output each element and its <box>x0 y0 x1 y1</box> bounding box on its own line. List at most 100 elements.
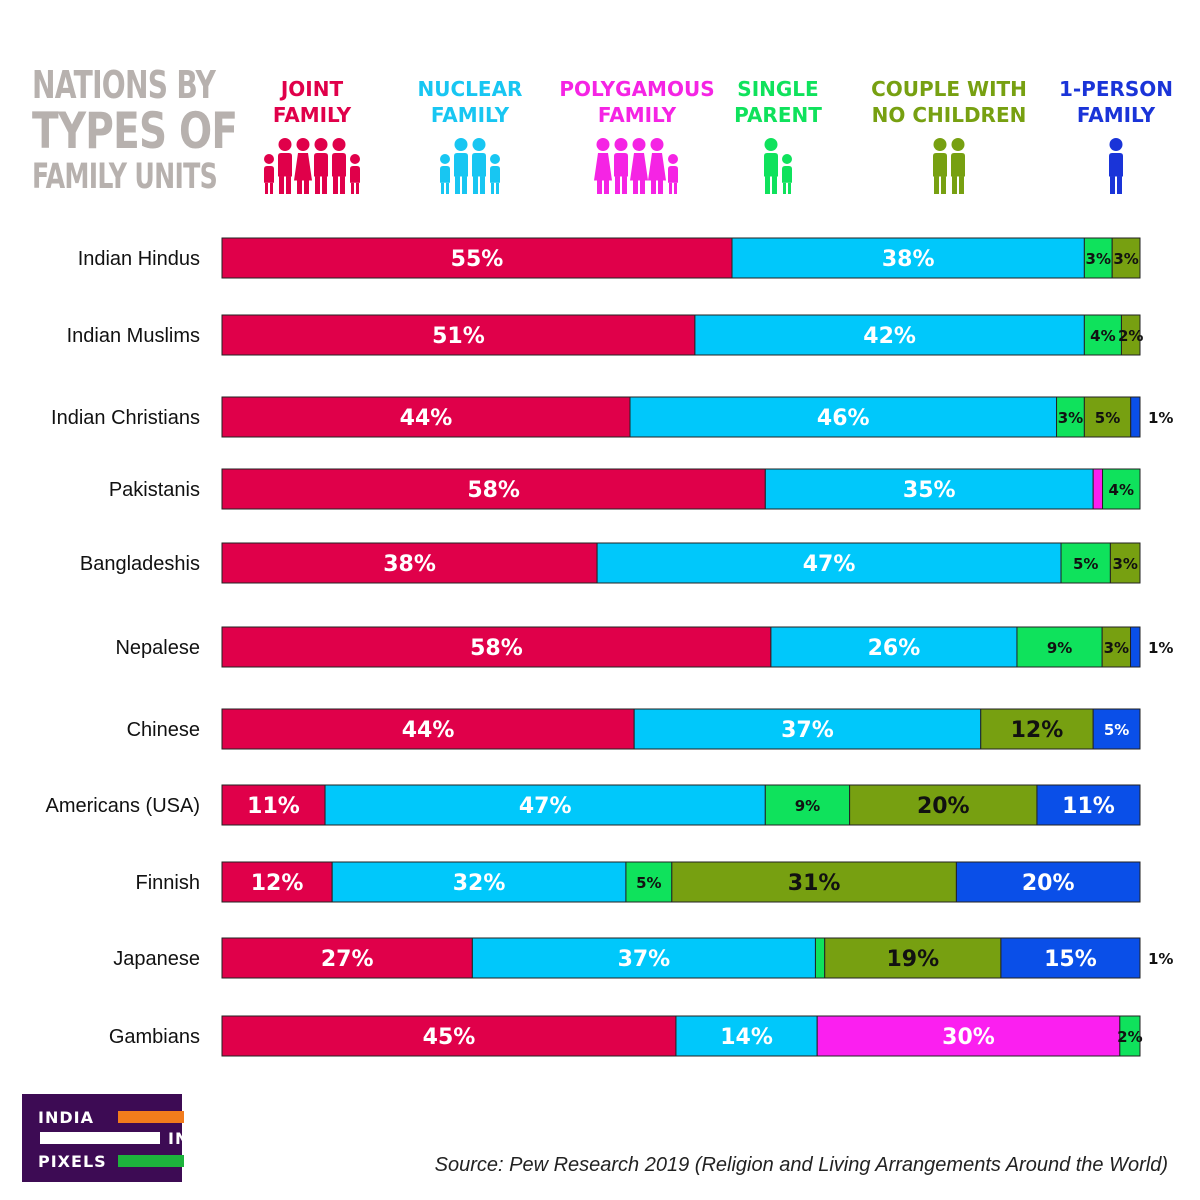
bar-row: Indian Muslims 51% 42% 4% 2% <box>67 314 1143 356</box>
legend-label: JOINT FAMILY <box>222 76 402 128</box>
data-label: 31% <box>788 871 841 896</box>
logo-orange-stripe <box>118 1111 184 1123</box>
data-label: 5% <box>1095 409 1120 427</box>
data-label: 44% <box>402 718 455 743</box>
bar-segment <box>1083 237 1113 279</box>
bar-segment <box>1060 542 1111 584</box>
data-label: 5% <box>1073 555 1098 573</box>
bar-row: Bangladeshis 38% 47% 5% 3% <box>80 542 1141 584</box>
bar-segment <box>221 784 326 826</box>
data-label: 1% <box>1148 639 1173 657</box>
legend-label-line-1: 1-PERSON <box>1058 77 1174 101</box>
logo-white-stripe <box>40 1132 160 1144</box>
bar-segment <box>221 626 772 668</box>
data-label: 3% <box>1086 250 1111 268</box>
bar-segment <box>1016 626 1103 668</box>
legend-item-couple-no-children: COUPLE WITH NO CHILDREN <box>859 76 1039 196</box>
bar-segment <box>324 784 766 826</box>
bar-segment <box>980 708 1094 750</box>
legend-item-single-parent: SINGLE PARENT <box>688 76 868 196</box>
bar-segment <box>671 861 957 903</box>
data-label: 2% <box>1117 1028 1142 1046</box>
data-label: 27% <box>321 947 374 972</box>
legend-label: POLYGAMOUS FAMILY <box>547 76 727 128</box>
data-label: 58% <box>467 478 520 503</box>
category-label: Nepalese <box>115 637 200 659</box>
bar-segment <box>1101 626 1132 668</box>
legend-label-line-2: FAMILY <box>597 103 677 127</box>
data-label: 38% <box>882 247 935 272</box>
bar-segment <box>221 468 766 510</box>
data-label: 19% <box>886 947 939 972</box>
joint-family-icon <box>264 138 360 194</box>
bar-segment <box>221 396 631 438</box>
bar-segment <box>764 468 1094 510</box>
data-label: 11% <box>1062 794 1115 819</box>
data-label: 12% <box>251 871 304 896</box>
legend-label-line-2: FAMILY <box>272 103 352 127</box>
bar-row: Chinese 44% 37% 12% 5% <box>127 708 1141 750</box>
category-label: Indian Christians <box>51 407 200 429</box>
data-label: 5% <box>636 874 661 892</box>
bar-segment <box>221 314 696 356</box>
legend-label-line-1: POLYGAMOUS <box>559 77 715 101</box>
legend-label-line-1: NUCLEAR <box>417 77 523 101</box>
bar-segment <box>694 314 1085 356</box>
data-label: 26% <box>868 636 921 661</box>
legend-item-polygamous-family: POLYGAMOUS FAMILY <box>547 76 727 196</box>
data-label: 4% <box>1109 481 1134 499</box>
data-label: 51% <box>432 324 485 349</box>
data-label: 42% <box>863 324 916 349</box>
category-label: Chinese <box>127 719 200 741</box>
legend-label: 1-PERSON FAMILY <box>1026 76 1200 128</box>
bar-segment <box>770 626 1018 668</box>
logo-word-in: IN <box>168 1129 190 1148</box>
data-label: 2% <box>1118 327 1143 345</box>
bar-segment <box>1130 626 1141 668</box>
legend-label-line-2: NO CHILDREN <box>871 103 1027 127</box>
bar-segment <box>1056 396 1085 438</box>
data-label: 38% <box>383 552 436 577</box>
data-label: 12% <box>1011 718 1064 743</box>
legend-label: NUCLEAR FAMILY <box>380 76 560 128</box>
source-note: Source: Pew Research 2019 (Religion and … <box>434 1154 1168 1176</box>
legend-item-joint-family: JOINT FAMILY <box>222 76 402 196</box>
data-label: 9% <box>1047 639 1072 657</box>
bar-segment <box>629 396 1058 438</box>
data-label: 37% <box>618 947 671 972</box>
legend-label-line-2: FAMILY <box>430 103 510 127</box>
category-label: Indian Muslims <box>67 325 200 347</box>
bar-segment <box>1092 708 1141 750</box>
bar-segment <box>1092 468 1104 510</box>
data-label: 55% <box>451 247 504 272</box>
bar-row: Gambians 45% 14% 30% 2% <box>109 1015 1143 1057</box>
category-label: Bangladeshis <box>80 553 200 575</box>
legend-label: SINGLE PARENT <box>688 76 868 128</box>
bar-segment <box>1119 1015 1141 1057</box>
category-label: Pakistanis <box>109 479 200 501</box>
bar-segment <box>633 708 982 750</box>
category-label: Japanese <box>113 948 200 970</box>
legend-label-line-2: FAMILY <box>1076 103 1156 127</box>
bar-segment <box>1102 468 1141 510</box>
category-label: Americans (USA) <box>46 795 200 817</box>
india-in-pixels-logo: INDIA IN PIXELS <box>22 1094 188 1182</box>
bar-segment <box>471 937 816 979</box>
data-label: 20% <box>917 794 970 819</box>
bar-row: Americans (USA) 11% 47% 9% 20% 11% <box>46 784 1141 826</box>
data-label: 5% <box>1104 721 1129 739</box>
bar-row: Indian Hindus 55% 38% 3% 3% <box>78 237 1141 279</box>
data-label: 20% <box>1022 871 1075 896</box>
legend-label-line-1: COUPLE WITH <box>871 77 1027 101</box>
bar-row: Japanese 27% 37% 1% 19% 15% <box>113 937 1173 979</box>
legend-label-line-1: SINGLE <box>737 77 819 101</box>
bar-segment <box>764 784 851 826</box>
data-label: 15% <box>1044 947 1097 972</box>
bar-segment <box>1000 937 1141 979</box>
stacked-bar-chart: Indian Hindus 55% 38% 3% 3%Indian Muslims 51%… <box>46 237 1173 1057</box>
single-parent-icon <box>764 138 792 194</box>
data-label: 35% <box>903 478 956 503</box>
legend-label: COUPLE WITH NO CHILDREN <box>859 76 1039 128</box>
couple-no-children-icon <box>933 138 965 194</box>
data-label: 37% <box>781 718 834 743</box>
